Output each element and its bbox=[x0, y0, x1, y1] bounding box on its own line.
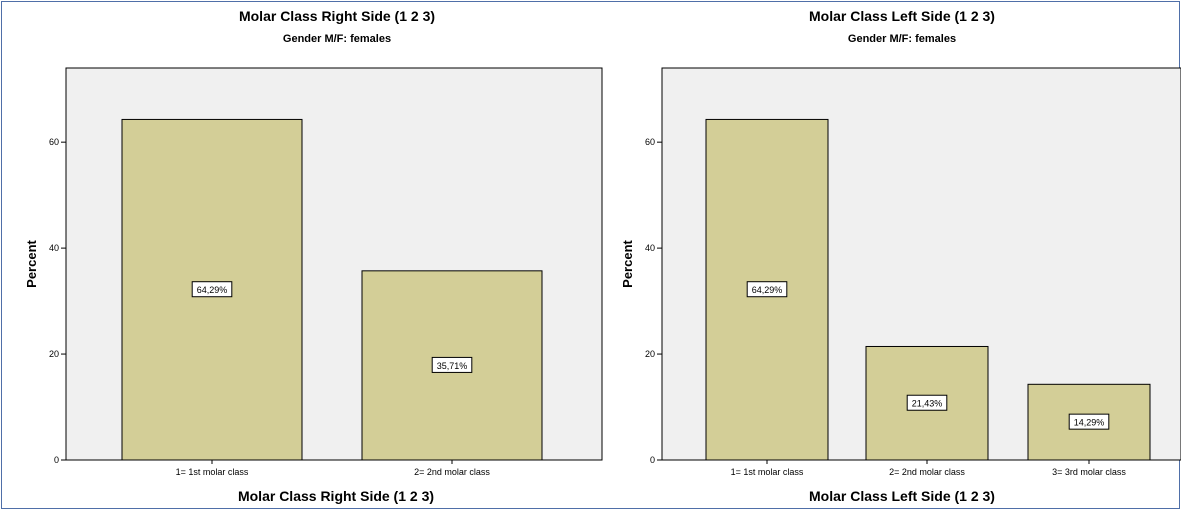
x-tick-label: 1= 1st molar class bbox=[731, 467, 804, 477]
y-tick-label: 20 bbox=[49, 349, 59, 359]
y-tick-label: 0 bbox=[54, 455, 59, 465]
data-label-box bbox=[746, 281, 788, 298]
y-tick-label: 60 bbox=[645, 137, 655, 147]
y-tick-label: 40 bbox=[49, 243, 59, 253]
plot-area: 0 20 40 60 64,29% 1= 1st molar class 21,43% 2= … bbox=[645, 67, 1182, 477]
x-tick-label: 2= 2nd molar class bbox=[889, 467, 965, 477]
chart-title: Molar Class Left Side (1 2 3) bbox=[809, 8, 995, 24]
data-label-box bbox=[431, 356, 473, 373]
data-label-box bbox=[1068, 413, 1110, 430]
data-label: 14,29% bbox=[1074, 418, 1105, 428]
data-label: 64,29% bbox=[752, 285, 783, 295]
x-tick-label: 2= 2nd molar class bbox=[414, 467, 490, 477]
chart-left-side: Molar Class Left Side (1 2 3) Gender M/F… bbox=[620, 8, 1182, 504]
chart-subtitle: Gender M/F: females bbox=[848, 33, 956, 45]
x-tick-label: 3= 3rd molar class bbox=[1052, 467, 1126, 477]
data-label: 21,43% bbox=[912, 399, 943, 409]
y-axis-label: Percent bbox=[24, 239, 39, 287]
y-axis-label: Percent bbox=[620, 239, 635, 287]
y-tick-label: 60 bbox=[49, 137, 59, 147]
data-label: 35,71% bbox=[437, 361, 468, 371]
y-tick-label: 20 bbox=[645, 349, 655, 359]
chart-right-side: Molar Class Right Side (1 2 3) Gender M/… bbox=[24, 8, 603, 504]
x-axis-label: Molar Class Right Side (1 2 3) bbox=[238, 488, 434, 504]
plot-area: 0 20 40 60 64,29% 1= 1st molar class 35,71% 2= … bbox=[49, 67, 603, 477]
y-tick-label: 40 bbox=[645, 243, 655, 253]
data-label-box bbox=[191, 281, 233, 298]
data-label: 64,29% bbox=[197, 285, 228, 295]
y-tick-label: 0 bbox=[650, 455, 655, 465]
chart-subtitle: Gender M/F: females bbox=[283, 33, 391, 45]
chart-title: Molar Class Right Side (1 2 3) bbox=[239, 8, 435, 24]
x-axis-label: Molar Class Left Side (1 2 3) bbox=[809, 488, 995, 504]
x-tick-label: 1= 1st molar class bbox=[176, 467, 249, 477]
data-label-box bbox=[906, 394, 948, 411]
